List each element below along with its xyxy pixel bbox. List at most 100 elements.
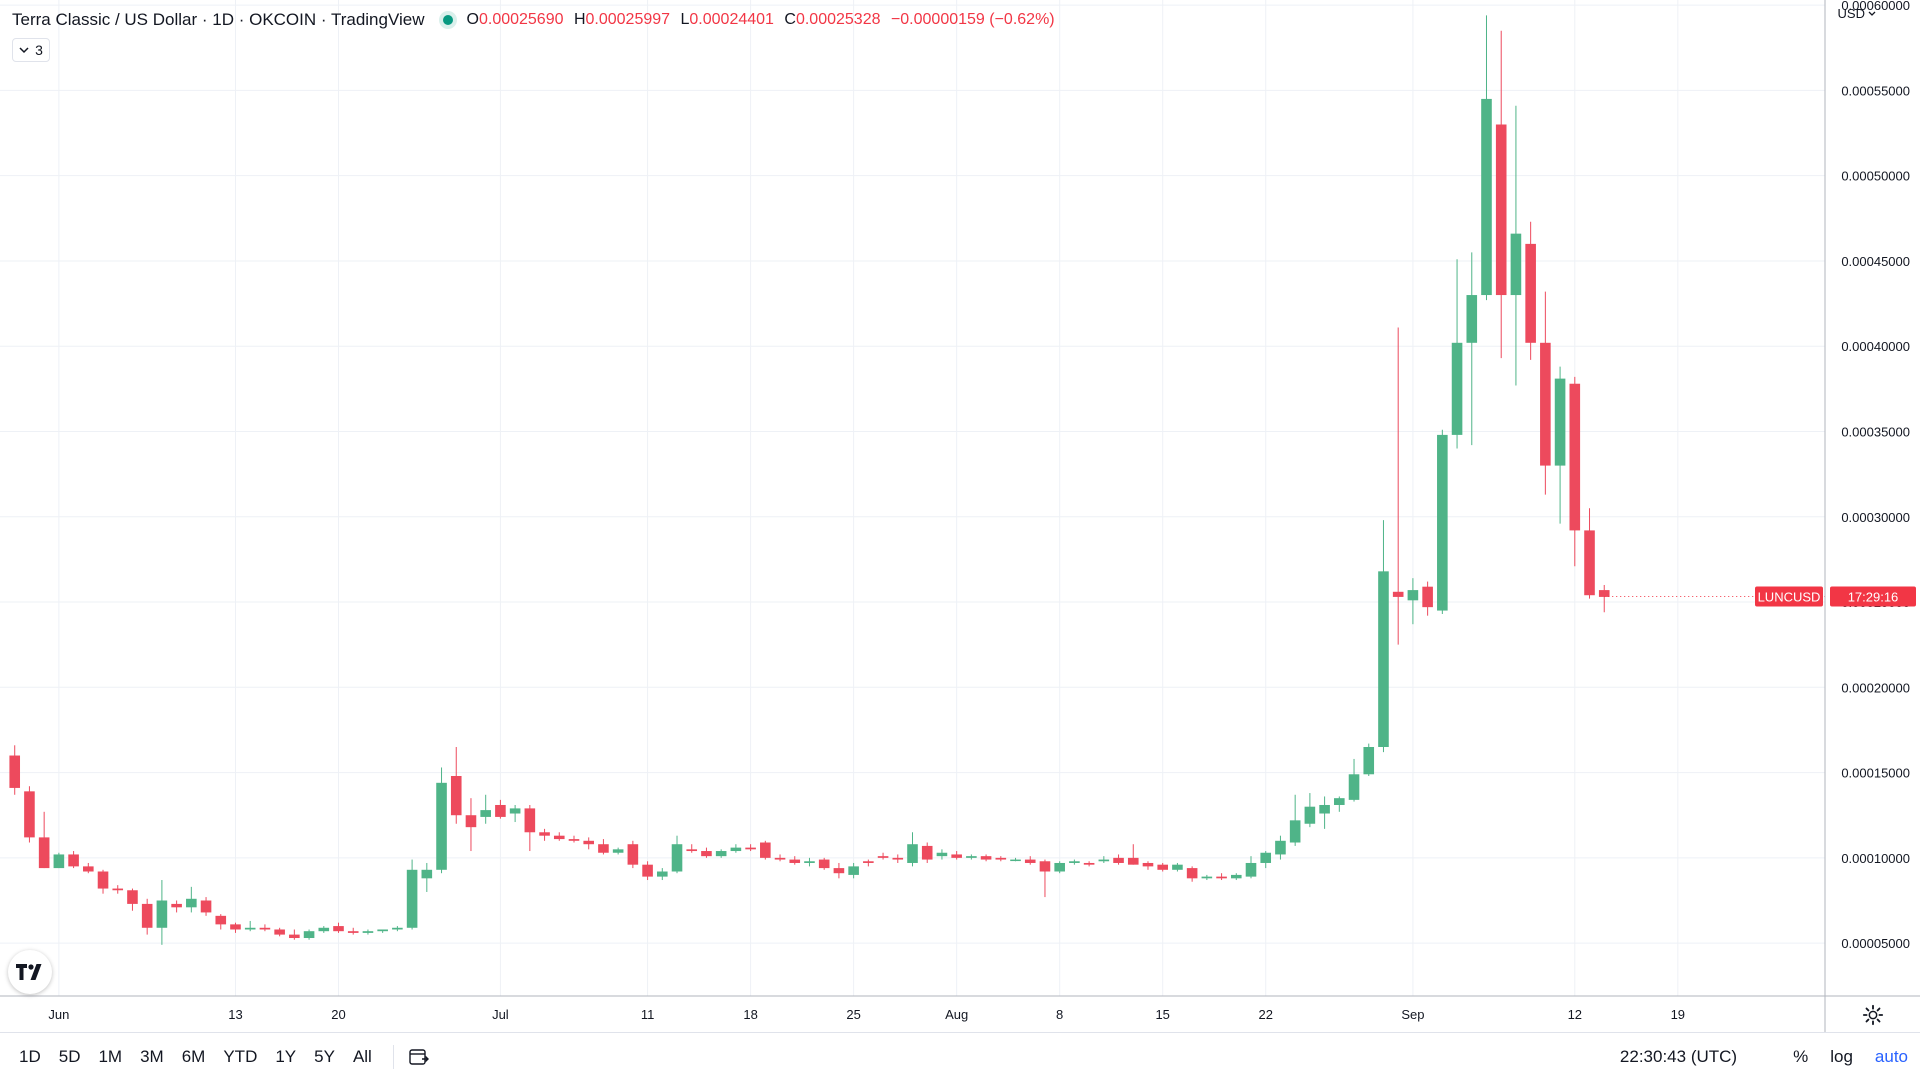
candle-up[interactable]: [362, 929, 374, 935]
log-scale-toggle[interactable]: log: [1830, 1046, 1853, 1066]
range-5y-button[interactable]: 5Y: [314, 1046, 335, 1066]
candle-down[interactable]: [9, 745, 21, 795]
candle-up[interactable]: [436, 767, 447, 874]
candle-down[interactable]: [583, 837, 595, 850]
candle-up[interactable]: [1348, 758, 1360, 802]
candle-up[interactable]: [1437, 429, 1448, 614]
range-1d-button[interactable]: 1D: [19, 1046, 41, 1066]
candle-down[interactable]: [1142, 861, 1154, 870]
candle-up[interactable]: [53, 852, 65, 869]
candle-down[interactable]: [1598, 584, 1610, 613]
candle-down[interactable]: [833, 862, 845, 879]
candle-down[interactable]: [995, 856, 1007, 862]
candle-down[interactable]: [951, 851, 962, 860]
candle-down[interactable]: [215, 914, 227, 930]
indicators-toggle-button[interactable]: 3: [12, 38, 50, 62]
candle-down[interactable]: [1584, 508, 1595, 599]
candle-down[interactable]: [1157, 862, 1168, 872]
candle-down[interactable]: [642, 861, 653, 881]
candle-up[interactable]: [1201, 874, 1213, 881]
time-axis[interactable]: Jun 13 20 Jul 11 18 25 Aug 8 15 22 Sep 12 19: [48, 1007, 1685, 1022]
candle-down[interactable]: [686, 844, 698, 853]
range-3m-button[interactable]: 3M: [140, 1046, 164, 1066]
candle-up[interactable]: [671, 835, 683, 874]
candle-up[interactable]: [1451, 259, 1463, 449]
candle-up[interactable]: [1510, 105, 1522, 386]
candle-down[interactable]: [68, 851, 79, 869]
candle-down[interactable]: [38, 811, 50, 869]
candle-down[interactable]: [553, 832, 565, 841]
candle-down[interactable]: [980, 854, 992, 862]
candle-up[interactable]: [1245, 856, 1257, 879]
candle-down[interactable]: [789, 856, 801, 865]
range-ytd-button[interactable]: YTD: [223, 1046, 258, 1066]
utc-clock[interactable]: 22:30:43 (UTC): [1619, 1046, 1738, 1066]
candle-down[interactable]: [465, 798, 477, 852]
candle-down[interactable]: [539, 828, 550, 841]
candle-down[interactable]: [524, 804, 536, 852]
candle-down[interactable]: [1392, 327, 1404, 645]
candle-down[interactable]: [760, 840, 771, 860]
candle-down[interactable]: [1127, 844, 1139, 865]
candle-up[interactable]: [804, 857, 815, 867]
candle-down[interactable]: [877, 852, 889, 860]
candle-up[interactable]: [1466, 252, 1478, 446]
candle-down[interactable]: [83, 862, 94, 874]
candle-up[interactable]: [1054, 861, 1065, 874]
candle-down[interactable]: [97, 869, 109, 894]
go-to-date-icon[interactable]: [408, 1047, 430, 1067]
candle-down[interactable]: [200, 897, 212, 916]
tradingview-logo[interactable]: [8, 950, 52, 994]
candle-down[interactable]: [568, 835, 580, 843]
candle-up[interactable]: [612, 847, 624, 855]
candle-down[interactable]: [112, 885, 124, 894]
candle-up[interactable]: [1363, 743, 1375, 776]
candle-down[interactable]: [289, 929, 300, 940]
range-5d-button[interactable]: 5D: [58, 1046, 81, 1066]
candle-up[interactable]: [406, 859, 418, 930]
candle-up[interactable]: [1378, 520, 1389, 753]
candle-up[interactable]: [1260, 851, 1272, 869]
candle-up[interactable]: [318, 926, 330, 933]
candle-down[interactable]: [892, 854, 904, 863]
candle-down[interactable]: [1495, 30, 1507, 359]
candle-up[interactable]: [1554, 366, 1566, 524]
candle-up[interactable]: [936, 849, 948, 860]
candle-down[interactable]: [495, 799, 506, 819]
candle-up[interactable]: [1069, 859, 1080, 865]
candle-up[interactable]: [1010, 857, 1021, 862]
candle-down[interactable]: [818, 857, 830, 870]
candle-down[interactable]: [701, 847, 712, 858]
candle-down[interactable]: [24, 786, 35, 843]
candle-down[interactable]: [1039, 859, 1051, 898]
candle-down[interactable]: [230, 922, 241, 933]
candle-up[interactable]: [966, 854, 977, 860]
candle-up[interactable]: [1304, 793, 1316, 828]
candle-down[interactable]: [598, 839, 609, 855]
settings-gear-icon[interactable]: [1862, 1004, 1884, 1026]
candle-down[interactable]: [1216, 873, 1227, 881]
candle-down[interactable]: [259, 924, 271, 932]
candle-up[interactable]: [156, 880, 168, 945]
candlestick-chart[interactable]: 0.00005000 0.00010000 0.00015000 0.00020000…: [0, 0, 1920, 1032]
range-1m-button[interactable]: 1M: [98, 1046, 123, 1066]
currency-selector[interactable]: USD: [1838, 6, 1876, 21]
candle-up[interactable]: [657, 868, 668, 881]
candle-up[interactable]: [303, 929, 315, 940]
candle-up[interactable]: [509, 804, 521, 823]
candle-up[interactable]: [1289, 794, 1301, 846]
candle-down[interactable]: [127, 888, 138, 911]
candle-down[interactable]: [863, 859, 874, 867]
candle-up[interactable]: [1230, 873, 1242, 881]
auto-scale-toggle[interactable]: auto: [1874, 1046, 1908, 1066]
candle-down[interactable]: [745, 844, 756, 852]
candle-down[interactable]: [921, 842, 933, 863]
candle-up[interactable]: [377, 929, 388, 933]
candle-down[interactable]: [1525, 221, 1536, 360]
candle-down[interactable]: [1083, 861, 1095, 867]
candle-down[interactable]: [141, 898, 153, 935]
candle-down[interactable]: [1540, 291, 1551, 495]
candle-down[interactable]: [1422, 581, 1433, 616]
candle-up[interactable]: [1275, 835, 1286, 860]
range-6m-button[interactable]: 6M: [181, 1046, 206, 1066]
